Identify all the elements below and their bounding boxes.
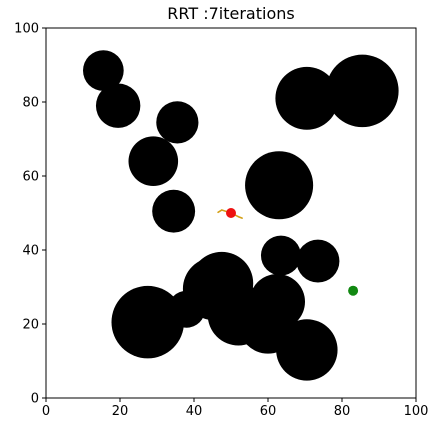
obstacle-7 (326, 54, 399, 128)
x-tick-label-60: 60 (260, 404, 277, 419)
obstacle-1 (83, 50, 124, 91)
obstacles (83, 50, 399, 381)
obstacle-4 (128, 136, 179, 186)
markers (226, 208, 359, 296)
obstacle-6 (275, 66, 339, 130)
chart-title: RRT :7iterations (167, 4, 294, 23)
obstacle-3 (156, 101, 199, 144)
x-tick-label-100: 100 (404, 404, 429, 419)
obstacle-5 (152, 189, 196, 233)
tree-edge-4 (237, 215, 243, 219)
y-tick-label-20: 20 (22, 318, 39, 333)
obstacle-10 (296, 239, 340, 283)
start-point (226, 208, 236, 218)
obstacle-8 (245, 151, 314, 220)
x-tick-label-0: 0 (42, 404, 50, 419)
tree-edge-2 (217, 209, 223, 214)
x-tick-label-40: 40 (186, 404, 203, 419)
obstacle-11 (111, 285, 185, 359)
obstacle-2 (95, 83, 141, 128)
obstacle-18 (276, 319, 338, 381)
y-tick-label-80: 80 (22, 96, 39, 111)
obstacle-17 (249, 274, 305, 330)
y-tick-label-100: 100 (14, 22, 39, 37)
y-tick-label-60: 60 (22, 170, 39, 185)
plot-frame (45, 27, 417, 399)
goal-point (348, 285, 359, 296)
obstacle-9 (260, 235, 301, 276)
plot-area (45, 27, 417, 399)
y-tick-label-40: 40 (22, 244, 39, 259)
x-tick-label-80: 80 (334, 404, 351, 419)
x-tick-label-20: 20 (112, 404, 129, 419)
y-tick-label-0: 0 (31, 392, 39, 407)
axis-ticks: 0 20 40 60 80 100 0 20 40 60 80 100 (14, 22, 428, 420)
